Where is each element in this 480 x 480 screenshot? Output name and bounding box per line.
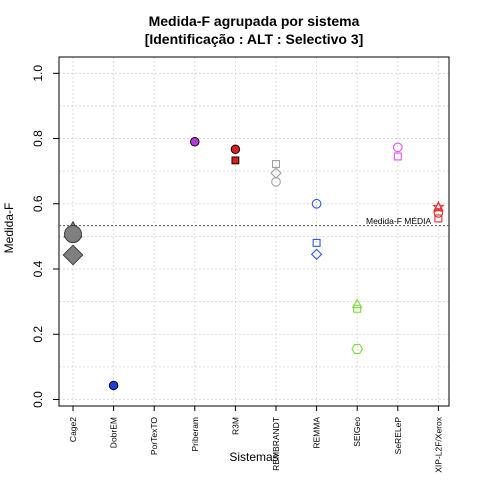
data-point-diamond — [310, 248, 323, 261]
x-tick-label: R3M — [230, 417, 240, 435]
data-point-square — [231, 156, 240, 165]
reference-line-label: Medida-F MÉDIA — [366, 216, 432, 226]
x-tick-label: Cage2 — [68, 417, 78, 442]
y-axis-title: Medida-F — [2, 203, 16, 254]
data-point-diamond — [62, 244, 84, 266]
x-tick-label: REMMA — [312, 417, 322, 449]
data-point-circle — [392, 142, 403, 153]
y-tick-label: 0.0 — [31, 391, 45, 408]
data-point-square — [353, 304, 362, 313]
y-tick-label: 0.4 — [31, 260, 45, 277]
x-axis-title: Sistemas — [229, 450, 278, 464]
data-point-hexagon — [351, 343, 363, 354]
data-point-circle — [108, 380, 119, 391]
x-tick-label: PorTexTO — [149, 417, 159, 455]
x-tick-label: DobrEM — [109, 417, 119, 448]
y-tick-label: 0.8 — [31, 130, 45, 147]
data-point-square — [393, 152, 402, 161]
data-point-circle — [271, 177, 281, 187]
x-tick-label: XIP-L2F/Xerox — [433, 416, 443, 472]
data-point-triangle — [351, 298, 363, 309]
plot-area: 0.0 0.2 0.4 0.6 0.8 1.0 Cage2 DobrEM PorTexTO Pri… — [31, 56, 450, 473]
chart-subtitle: [Identificação : ALT : Selectivo 3] — [145, 31, 364, 47]
data-point-square — [434, 214, 443, 223]
plot-border — [58, 56, 450, 407]
y-tick-label: 0.2 — [31, 326, 45, 343]
data-point-circle — [433, 208, 444, 218]
x-tick-label: Priberam — [190, 417, 200, 451]
x-tick-label: REMBRANDT — [271, 417, 281, 471]
data-point-circle — [190, 137, 200, 147]
y-tick-label: 1.0 — [31, 65, 45, 82]
data-point-triangle — [432, 201, 444, 212]
data-point-square — [312, 238, 321, 247]
y-tick-label: 0.6 — [31, 195, 45, 212]
x-tick-label: SeRELeP — [393, 417, 403, 455]
data-point-circle — [230, 144, 241, 155]
data-point-star — [432, 200, 445, 213]
data-point-circle — [64, 225, 82, 244]
chart-title: Medida-F agrupada por sistema — [149, 13, 360, 29]
data-point-circle — [311, 198, 322, 209]
x-tick-label: SEIGeo — [352, 417, 362, 447]
